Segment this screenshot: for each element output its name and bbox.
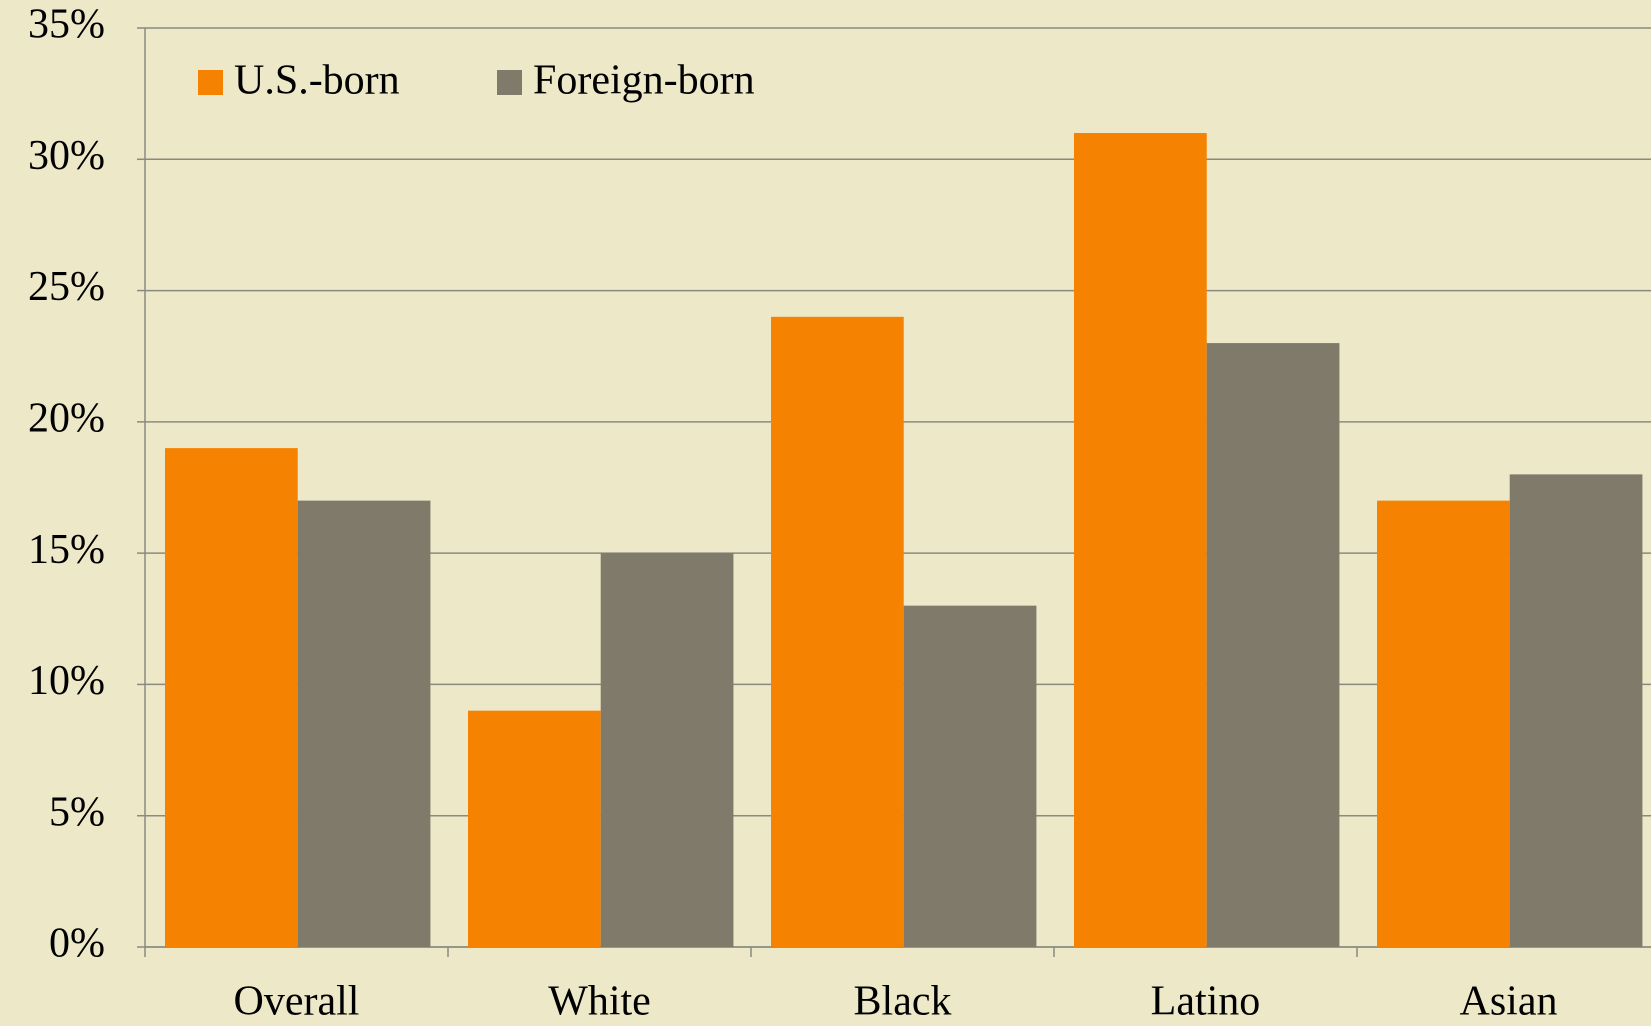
bar — [297, 500, 431, 947]
legend-swatch — [497, 70, 522, 95]
bar — [1509, 474, 1643, 947]
x-tick-label: Overall — [234, 979, 360, 1025]
x-tick-label: Black — [854, 979, 952, 1025]
legend-label: U.S.-born — [234, 58, 400, 104]
y-tick-label: 0% — [49, 921, 105, 967]
y-tick-label: 5% — [49, 789, 105, 835]
bar — [770, 316, 904, 947]
bar — [1376, 500, 1510, 947]
legend-swatch — [198, 70, 223, 95]
y-tick-label: 20% — [28, 395, 105, 441]
y-tick-label: 25% — [28, 264, 105, 310]
bar — [600, 553, 734, 947]
y-tick-label: 30% — [28, 133, 105, 179]
x-tick-label: Asian — [1460, 979, 1558, 1025]
y-tick-label: 35% — [28, 2, 105, 48]
legend-label: Foreign-born — [533, 58, 755, 104]
bar — [467, 710, 601, 947]
bar — [903, 605, 1037, 947]
x-tick-label: Latino — [1151, 979, 1261, 1025]
bar — [1073, 133, 1207, 947]
x-tick-label: White — [548, 979, 651, 1025]
bar — [1206, 343, 1340, 948]
y-tick-label: 10% — [28, 658, 105, 704]
bar — [164, 448, 298, 947]
y-tick-label: 15% — [28, 527, 105, 573]
